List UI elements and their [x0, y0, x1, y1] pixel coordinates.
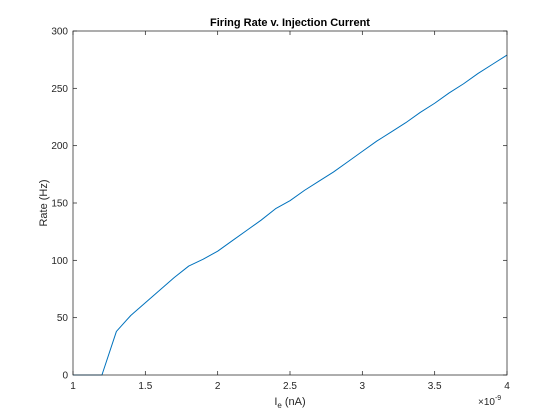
y-tick-label: 300: [51, 27, 68, 38]
x-axis-label-unit: (nA): [282, 396, 306, 408]
y-tick-label: 250: [51, 84, 68, 95]
x-tick-label: 4: [504, 381, 510, 392]
x-tick-label: 3: [360, 381, 366, 392]
x-axis-label: Ie (nA): [274, 396, 305, 410]
series-line: [73, 54, 508, 376]
x-tick-label: 1.5: [138, 381, 152, 392]
x-axis-exponent-base: ×10: [478, 397, 495, 408]
y-tick-label: 200: [51, 141, 68, 152]
plot-area: [73, 31, 507, 375]
x-tick-label: 3.5: [428, 381, 442, 392]
y-tick-label: 100: [51, 256, 68, 267]
x-axis-exponent: ×10-9: [478, 395, 501, 408]
x-axis-label-subscript: e: [277, 401, 282, 410]
x-axis-label-main: I: [274, 396, 277, 408]
axes-box: [72, 30, 508, 376]
x-axis-exponent-power: -9: [495, 395, 501, 402]
ticks-layer: 1 1.5 2 2.5 3 3.5 4 0 50 100 150 200 250 300: [51, 27, 510, 393]
chart-title: Firing Rate v. Injection Current: [210, 17, 370, 29]
y-axis-label: Rate (Hz): [38, 179, 50, 226]
x-tick-label: 1: [70, 381, 76, 392]
y-tick-label: 150: [51, 199, 68, 210]
x-tick-label: 2: [215, 381, 221, 392]
y-tick-label: 50: [57, 313, 69, 324]
y-tick-label: 0: [62, 371, 68, 382]
x-tick-label: 2.5: [283, 381, 297, 392]
